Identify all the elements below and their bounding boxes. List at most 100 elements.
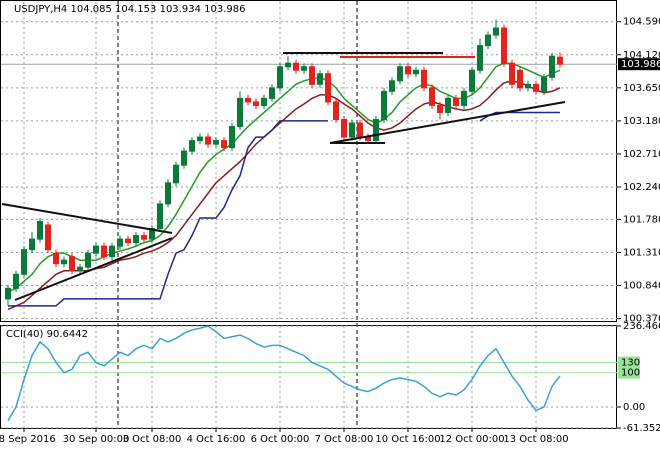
candle-body: [373, 118, 379, 142]
candle-body: [269, 87, 275, 99]
candle-body: [389, 80, 395, 92]
candle-body: [149, 228, 155, 240]
candle-body: [133, 235, 139, 244]
candle-body: [77, 266, 83, 272]
candle-body: [21, 249, 27, 275]
symbol: USDJPY,H4: [14, 4, 67, 15]
candle-body: [453, 97, 459, 106]
x-tick-label: 12 Oct 00:00: [439, 434, 504, 445]
candle-body: [93, 245, 99, 254]
candle-body: [381, 90, 387, 120]
line: [7, 62, 561, 293]
candle-body: [221, 140, 227, 149]
candle-body: [69, 256, 75, 272]
candle-body: [485, 34, 491, 47]
y-tick-label: 103.180: [623, 116, 660, 127]
candle-body: [301, 66, 307, 71]
candle-body: [253, 101, 259, 106]
y-tick-label: 100.840: [623, 281, 660, 292]
candle-body: [61, 259, 67, 265]
candle-body: [549, 55, 555, 78]
candle-body: [557, 56, 563, 65]
trendlines: [1, 52, 566, 301]
candle-body: [181, 150, 187, 166]
candle-body: [533, 83, 539, 92]
candle-body: [461, 90, 467, 106]
y-tick-label: 101.780: [623, 214, 660, 225]
candle-body: [237, 97, 243, 128]
level-label: 130: [621, 357, 640, 368]
trendline: [329, 101, 566, 144]
x-tick-label: 13 Oct 08:00: [503, 434, 568, 445]
candle-body: [445, 97, 451, 113]
candle-body: [197, 136, 203, 142]
y-tick-label: 0.00: [623, 402, 645, 413]
x-tick-label: 10 Oct 16:00: [375, 434, 440, 445]
indicator-title: CCI(40) 90.6442: [6, 329, 88, 340]
last-open: 104.085: [70, 4, 111, 15]
trendline: [1, 203, 173, 234]
trendline: [14, 237, 173, 301]
cci-panel: [0, 325, 617, 429]
candle-body: [117, 238, 123, 247]
y-tick-label: 102.240: [623, 182, 660, 193]
y-tick-label: 100.370: [623, 314, 660, 325]
candle-body: [333, 101, 339, 120]
candle-body: [5, 287, 11, 300]
candle-body: [469, 69, 475, 92]
candle-body: [525, 83, 531, 89]
candle-body: [205, 136, 211, 145]
last-close: 103.986: [204, 4, 245, 15]
x-tick-label: 7 Oct 08:00: [315, 434, 374, 445]
line: [7, 80, 561, 311]
y-tick-label: -61.3522: [623, 423, 660, 434]
candle-body: [429, 87, 435, 106]
x-tick-label: 4 Oct 16:00: [187, 434, 246, 445]
x-tick-label: 28 Sep 2016: [0, 434, 56, 445]
candle-body: [293, 62, 299, 71]
candle-body: [45, 224, 51, 251]
candle-body: [437, 104, 443, 113]
candle-body: [309, 66, 315, 85]
candle-body: [541, 76, 547, 92]
y-tick-label: 104.590: [623, 17, 660, 28]
x-tick-label: 6 Oct 00:00: [251, 434, 310, 445]
level-badge: [618, 366, 640, 379]
candle-body: [285, 62, 291, 68]
candle-body: [501, 27, 507, 64]
y-tick-label: 101.310: [623, 247, 660, 258]
candle-body: [413, 69, 419, 75]
indicator-name: CCI(40): [6, 329, 44, 340]
price-badge: [618, 58, 660, 71]
level-badge: [618, 356, 640, 369]
last-high: 104.153: [115, 4, 156, 15]
candle-body: [53, 252, 59, 265]
candle-body: [189, 140, 195, 152]
candle-body: [277, 66, 283, 89]
candle-body: [125, 238, 131, 244]
candle-body: [141, 235, 147, 240]
line: [8, 111, 560, 307]
candle-body: [341, 118, 347, 138]
level-label: 100: [621, 368, 640, 379]
indicator-value: 90.6442: [47, 329, 88, 340]
candle-body: [493, 27, 499, 36]
candle-body: [165, 182, 171, 205]
candle-body: [357, 122, 363, 138]
candle-body: [349, 122, 355, 138]
x-tick-label: 30 Sep 00:00: [63, 434, 130, 445]
candle-body: [245, 97, 251, 103]
plot-area: [1, 2, 617, 429]
y-tick-label: 104.120: [623, 50, 660, 61]
candle-body: [101, 245, 107, 258]
candle-body: [317, 73, 323, 85]
candle-body: [85, 252, 91, 268]
candle-body: [261, 97, 267, 106]
candle-body: [421, 69, 427, 89]
candle-body: [477, 45, 483, 71]
main-panel: [0, 0, 617, 322]
y-tick-label: 103.650: [623, 83, 660, 94]
chart-title: USDJPY,H4 104.085 104.153 103.934 103.98…: [14, 4, 245, 15]
price-badge-label: 103.986: [621, 59, 660, 70]
